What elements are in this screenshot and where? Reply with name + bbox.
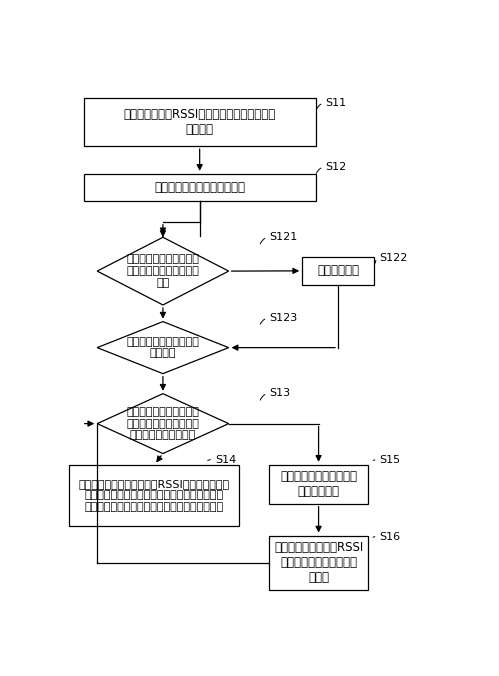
FancyBboxPatch shape bbox=[69, 464, 240, 526]
Text: 监控生产过程中的重测率
是否超标: 监控生产过程中的重测率 是否超标 bbox=[126, 337, 200, 358]
Text: S13: S13 bbox=[269, 389, 290, 398]
FancyBboxPatch shape bbox=[84, 174, 316, 201]
Text: 根据第一校准准则执行本
生产周期校准: 根据第一校准准则执行本 生产周期校准 bbox=[280, 470, 357, 498]
Text: 将上一生产周期确定的标准RSSI统计值作为本生
产周期的移动终端的优化校准值，写入本生产周
期内设定比例的移动终端中执行接收机优化校准: 将上一生产周期确定的标准RSSI统计值作为本生 产周期的移动终端的优化校准值，写… bbox=[79, 479, 230, 512]
Text: 根据生产测试数据，判断
移动终端的射频通道是否
正常: 根据生产测试数据，判断 移动终端的射频通道是否 正常 bbox=[126, 254, 200, 288]
Text: S15: S15 bbox=[379, 455, 401, 465]
Polygon shape bbox=[97, 322, 229, 374]
Text: 获取监控对象的生产测试数据: 获取监控对象的生产测试数据 bbox=[154, 180, 245, 194]
Text: S123: S123 bbox=[269, 313, 297, 323]
Text: S14: S14 bbox=[215, 455, 237, 465]
Text: 发出报警信息: 发出报警信息 bbox=[317, 264, 359, 277]
Text: S121: S121 bbox=[269, 233, 297, 242]
FancyBboxPatch shape bbox=[302, 256, 374, 285]
FancyBboxPatch shape bbox=[84, 98, 316, 146]
Text: S12: S12 bbox=[325, 162, 347, 172]
Text: S11: S11 bbox=[325, 98, 346, 108]
Polygon shape bbox=[97, 237, 229, 305]
Text: 存储校准获得的标准RSSI
统计值，以及存储优化标
准参数: 存储校准获得的标准RSSI 统计值，以及存储优化标 准参数 bbox=[274, 541, 363, 584]
FancyBboxPatch shape bbox=[269, 535, 368, 590]
Text: S16: S16 bbox=[379, 531, 401, 541]
Text: 基于生产机型的RSSI监控列表确定移动终端的
监控对象: 基于生产机型的RSSI监控列表确定移动终端的 监控对象 bbox=[124, 108, 276, 137]
FancyBboxPatch shape bbox=[269, 464, 368, 504]
Polygon shape bbox=[97, 393, 229, 454]
Text: S122: S122 bbox=[379, 253, 408, 263]
Text: 基于生产测试数据，判断
本生产周期内的移动终端
是否满足优化校准条件: 基于生产测试数据，判断 本生产周期内的移动终端 是否满足优化校准条件 bbox=[126, 407, 200, 440]
